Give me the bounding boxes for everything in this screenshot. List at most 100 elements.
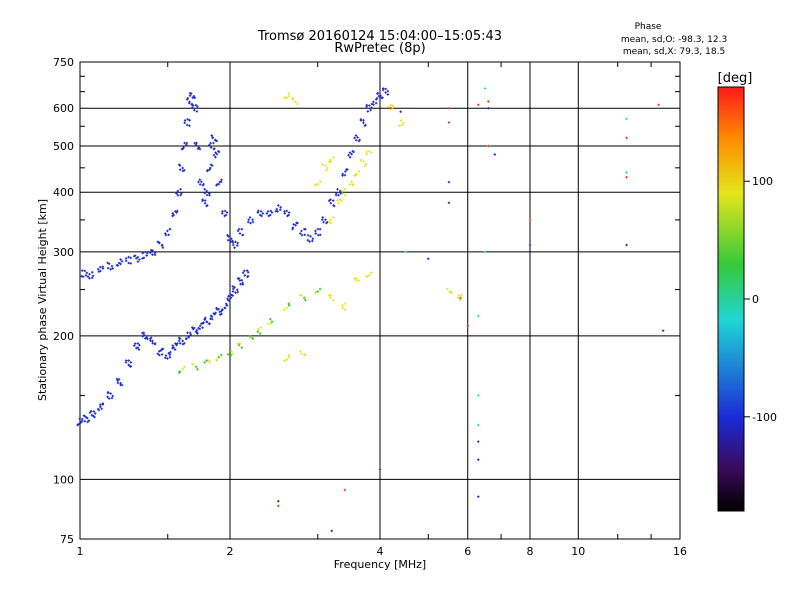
data-point-blue <box>183 119 187 122</box>
data-point-blue <box>116 379 119 382</box>
data-point-blue <box>205 189 208 193</box>
data-point-blue <box>81 275 85 278</box>
data-point-blue-isolated <box>330 529 333 533</box>
data-point-blue <box>129 361 132 364</box>
data-point-blue <box>210 134 213 137</box>
data-point-yellow <box>336 199 339 202</box>
data-point-yellow <box>458 298 461 302</box>
data-point-blue <box>97 408 101 412</box>
data-point-green <box>256 330 260 333</box>
y-tick-label: 500 <box>53 140 74 153</box>
data-point-blue <box>370 106 373 109</box>
data-point-blue <box>276 210 279 213</box>
data-point-blue <box>80 275 83 278</box>
chart-subtitle: RwPretec (8p) <box>334 41 425 56</box>
data-point-blue <box>322 220 325 224</box>
data-point-blue <box>192 94 196 98</box>
data-point-blue <box>135 257 138 260</box>
data-point-blue <box>345 168 348 171</box>
data-point-blue <box>374 98 378 101</box>
data-point-blue <box>245 269 249 272</box>
data-point-yellow <box>341 189 344 193</box>
data-point-blue <box>234 291 237 294</box>
data-point-yellow <box>341 306 344 310</box>
data-point-blue <box>107 397 111 400</box>
data-point-blue <box>286 214 289 218</box>
data-point-blue <box>166 357 169 360</box>
data-point-blue <box>209 314 213 317</box>
data-point-blue <box>183 141 186 145</box>
data-point-blue <box>258 213 262 217</box>
data-point-blue <box>311 237 315 240</box>
data-point-green <box>303 296 306 299</box>
data-point-blue <box>337 194 340 197</box>
data-point-blue <box>128 365 132 368</box>
data-point-red <box>625 176 628 179</box>
data-point-blue <box>188 119 191 122</box>
data-point-blue <box>347 153 350 157</box>
data-point-cyan <box>625 171 628 174</box>
data-point-blue <box>124 259 128 263</box>
data-point-blue <box>251 220 255 224</box>
data-point-yellow <box>365 275 368 278</box>
data-point-blue <box>156 352 160 355</box>
data-point-blue <box>178 342 182 345</box>
data-point-blue <box>119 262 122 266</box>
data-point-yellow <box>456 296 460 299</box>
data-point-blue <box>146 337 149 341</box>
data-point-blue <box>175 192 178 195</box>
data-point-blue-isolated <box>477 495 480 498</box>
data-point-blue <box>188 124 191 127</box>
data-point-blue <box>185 123 189 127</box>
data-point-blue <box>249 221 252 225</box>
data-point-blue <box>195 110 199 113</box>
data-point-blue <box>200 180 203 183</box>
data-point-blue <box>176 342 179 345</box>
data-point-yellow <box>326 166 329 170</box>
data-point-blue <box>119 383 122 387</box>
x-axis-ticks: 1 2 4 6 8 10 16 <box>77 62 687 558</box>
data-point-blue <box>236 288 239 291</box>
data-point-blue <box>167 233 170 237</box>
data-point-blue <box>144 337 147 340</box>
data-point-blue <box>191 106 194 109</box>
data-point-blue <box>269 213 272 217</box>
data-point-blue <box>120 260 124 263</box>
data-point-blue <box>86 420 89 424</box>
data-point-blue <box>348 156 352 159</box>
data-point-yellow <box>314 290 317 294</box>
data-point-blue <box>221 210 224 213</box>
data-point-yellow <box>208 361 211 364</box>
data-point-blue <box>159 349 163 352</box>
data-point-blue-isolated <box>477 458 480 461</box>
data-point-blue <box>344 170 347 173</box>
data-point-green <box>196 368 199 371</box>
data-point-red <box>487 100 490 103</box>
data-point-blue <box>124 361 128 364</box>
data-point-blue <box>366 110 370 113</box>
data-point-blue <box>372 103 375 106</box>
data-point-blue <box>236 244 239 247</box>
data-point-blue <box>149 337 152 340</box>
data-point-blue <box>198 324 202 328</box>
data-point-green <box>219 353 223 357</box>
data-point-blue <box>107 262 111 265</box>
data-point-blue <box>299 232 302 235</box>
data-point-blue <box>369 108 372 112</box>
data-point-blue <box>208 194 211 197</box>
data-point-blue <box>141 251 144 255</box>
data-point-blue <box>201 322 205 325</box>
data-point-blue <box>212 153 216 157</box>
colorbar-tick-label: 100 <box>752 175 773 188</box>
data-point-blue <box>215 139 219 143</box>
data-point-blue <box>197 180 200 184</box>
data-point-blue <box>211 136 214 139</box>
data-point-yellow <box>299 350 302 353</box>
data-point-blue-isolated <box>399 110 402 113</box>
data-point-blue <box>314 229 317 233</box>
data-point-blue <box>368 104 371 107</box>
data-point-blue <box>183 121 186 124</box>
data-point-blue <box>164 356 167 360</box>
data-point-green <box>226 353 230 356</box>
data-point-blue <box>359 118 363 121</box>
